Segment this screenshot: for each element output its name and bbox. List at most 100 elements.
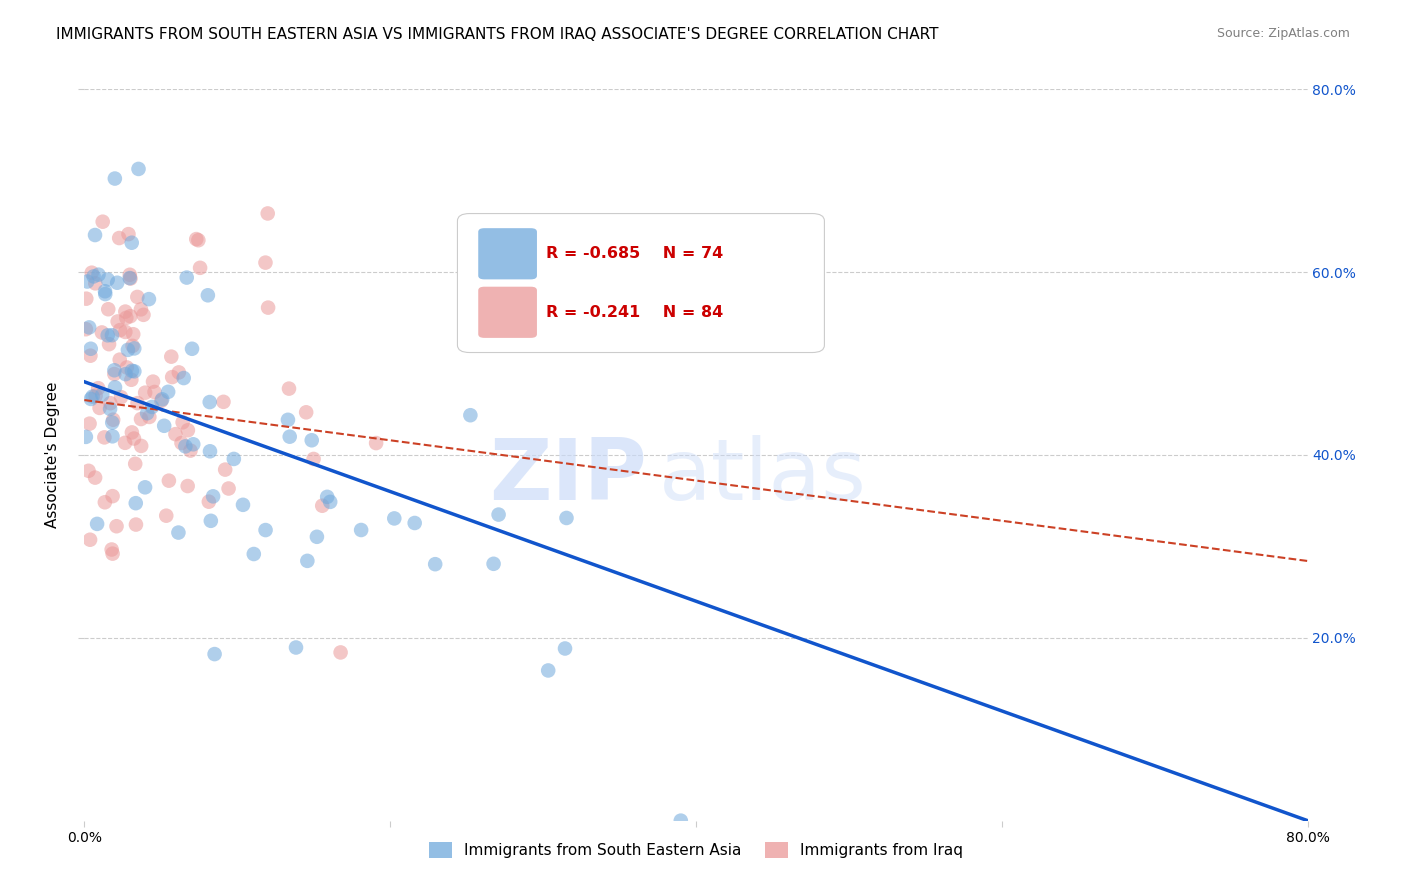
Point [121,235,143,250]
Point [108,231,131,245]
Point [301,434,323,448]
Point [101,489,124,503]
Point [118,268,141,282]
Point [110,390,132,404]
Point [104,380,127,394]
Point [121,425,143,440]
Point [120,310,142,324]
Point [80,392,103,406]
Point [129,439,152,453]
Point [79,349,101,363]
Point [212,394,235,409]
Point [555,511,578,525]
Point [316,490,339,504]
FancyBboxPatch shape [478,228,537,279]
Point [350,523,373,537]
Point [256,206,278,220]
Point [98,337,121,351]
Point [120,373,142,387]
Point [98,396,121,410]
Point [138,409,160,424]
Point [382,511,405,525]
Point [100,542,122,557]
Point [150,392,173,407]
Point [91,388,114,402]
Point [98,401,121,416]
Point [167,525,190,540]
Point [176,479,198,493]
Point [198,444,221,458]
Point [101,328,124,343]
Point [108,352,131,367]
Point [153,418,176,433]
Point [122,327,145,342]
Point [177,423,200,437]
Point [122,432,145,446]
Point [127,396,149,410]
Text: IMMIGRANTS FROM SOUTH EASTERN ASIA VS IMMIGRANTS FROM IRAQ ASSOCIATE'S DEGREE CO: IMMIGRANTS FROM SOUTH EASTERN ASIA VS IM… [56,27,939,42]
Point [311,499,333,513]
Point [277,413,299,427]
Point [198,494,221,508]
Point [278,430,301,444]
Point [97,302,120,317]
Point [90,326,112,340]
Point [285,640,308,655]
Point [84,277,107,291]
Point [157,474,180,488]
Point [121,364,143,378]
Point [129,412,152,426]
Point [132,308,155,322]
Point [117,343,139,357]
Point [134,480,156,494]
Point [170,436,193,450]
Point [124,364,146,378]
Point [125,517,148,532]
Point [105,276,128,290]
Point [97,272,120,286]
Text: atlas: atlas [659,435,868,518]
Point [302,452,325,467]
Point [172,415,194,429]
Point [136,406,159,420]
Point [114,435,136,450]
Point [80,266,103,280]
Point [305,530,328,544]
Point [115,310,138,325]
Point [105,519,128,533]
Point [204,647,226,661]
Point [214,462,236,476]
Point [103,367,125,381]
Point [404,516,426,530]
Point [160,370,183,384]
Point [84,389,107,403]
FancyBboxPatch shape [478,286,537,338]
Point [101,547,124,561]
Point [94,495,117,509]
Point [121,339,143,353]
Point [86,516,108,531]
Point [124,342,146,356]
Point [174,439,197,453]
Point [157,384,180,399]
Point [89,401,111,415]
Point [114,367,136,381]
Point [200,514,222,528]
Point [127,290,149,304]
Point [107,314,129,328]
Point [179,443,201,458]
Text: ZIP: ZIP [489,435,647,518]
Point [167,365,190,379]
Point [187,233,209,247]
Point [460,408,482,422]
Point [75,430,97,444]
Point [143,384,166,399]
Point [176,270,198,285]
Point [82,390,104,404]
Point [243,547,266,561]
Point [232,498,254,512]
Point [142,375,165,389]
Point [97,328,120,343]
Point [117,227,139,241]
Point [94,287,117,301]
